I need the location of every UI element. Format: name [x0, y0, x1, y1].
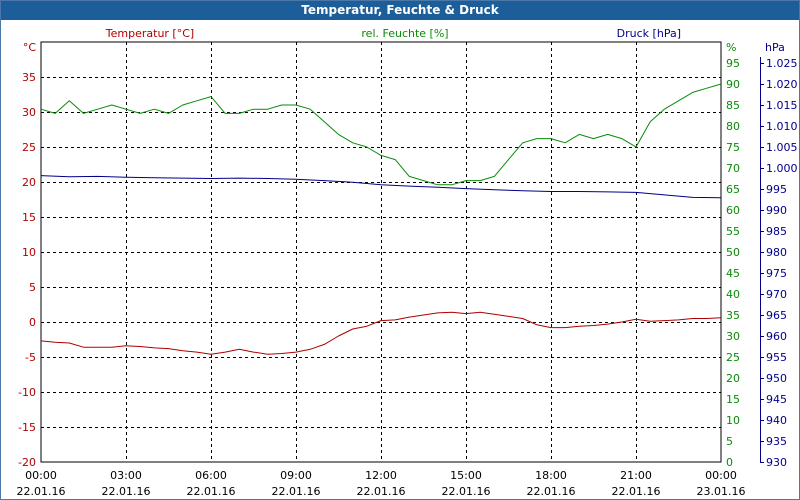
- window-title: Temperatur, Feuchte & Druck: [1, 1, 799, 20]
- humidity-tick-label: 15: [726, 393, 740, 406]
- x-date-label: 22.01.16: [272, 485, 321, 498]
- x-date-label: 22.01.16: [187, 485, 236, 498]
- humidity-unit-label: %: [726, 41, 736, 54]
- pressure-tick-label: 935: [766, 435, 787, 448]
- temperature-tick-label: 0: [29, 316, 36, 329]
- series-line-pressure: [40, 175, 722, 199]
- humidity-tick-label: 10: [726, 414, 740, 427]
- temperature-tick-label: -15: [18, 421, 36, 434]
- x-time-label: 12:00: [365, 469, 397, 482]
- temperature-unit-label: °C: [23, 41, 37, 54]
- humidity-tick-label: 80: [726, 120, 740, 133]
- temperature-tick-label: 25: [22, 141, 36, 154]
- humidity-tick-label: 5: [726, 435, 733, 448]
- humidity-tick-label: 65: [726, 183, 740, 196]
- pressure-tick-label: 995: [766, 183, 787, 196]
- x-time-label: 15:00: [450, 469, 482, 482]
- temperature-tick-label: 15: [22, 211, 36, 224]
- temperature-tick-label: -5: [25, 351, 36, 364]
- temperature-tick-label: 35: [22, 71, 36, 84]
- humidity-tick-label: 90: [726, 78, 740, 91]
- pressure-tick-label: 940: [766, 414, 787, 427]
- humidity-tick-label: 55: [726, 225, 740, 238]
- temperature-tick-label: 30: [22, 106, 36, 119]
- humidity-tick-label: 75: [726, 141, 740, 154]
- series-layer: [40, 83, 722, 355]
- humidity-tick-label: 60: [726, 204, 740, 217]
- humidity-tick-label: 25: [726, 351, 740, 364]
- x-date-label: 22.01.16: [17, 485, 66, 498]
- series-line-humidity: [40, 83, 722, 186]
- humidity-tick-label: 70: [726, 162, 740, 175]
- temperature-tick-label: 10: [22, 246, 36, 259]
- pressure-tick-label: 1.025: [766, 57, 798, 70]
- humidity-tick-label: 85: [726, 99, 740, 112]
- pressure-tick-label: 960: [766, 330, 787, 343]
- series-line-temperature: [40, 311, 722, 355]
- x-time-label: 18:00: [535, 469, 567, 482]
- pressure-tick-label: 990: [766, 204, 787, 217]
- x-time-label: 21:00: [620, 469, 652, 482]
- temperature-tick-label: 20: [22, 176, 36, 189]
- pressure-tick-label: 980: [766, 246, 787, 259]
- humidity-tick-label: 30: [726, 330, 740, 343]
- x-time-label: 00:00: [25, 469, 57, 482]
- grid-lines: [41, 42, 721, 462]
- humidity-tick-label: 35: [726, 309, 740, 322]
- humidity-tick-label: 40: [726, 288, 740, 301]
- x-time-label: 03:00: [110, 469, 142, 482]
- pressure-tick-label: 1.015: [766, 99, 798, 112]
- pressure-tick-label: 1.005: [766, 141, 798, 154]
- temperature-tick-label: -20: [18, 456, 36, 469]
- x-time-label: 06:00: [195, 469, 227, 482]
- x-date-label: 23.01.16: [697, 485, 746, 498]
- humidity-tick-label: 20: [726, 372, 740, 385]
- humidity-tick-label: 0: [726, 456, 733, 469]
- temperature-axis-title: Temperatur [°C]: [105, 27, 194, 40]
- x-date-label: 22.01.16: [357, 485, 406, 498]
- humidity-tick-label: 50: [726, 246, 740, 259]
- pressure-tick-label: 955: [766, 351, 787, 364]
- pressure-tick-label: 945: [766, 393, 787, 406]
- pressure-axis-title: Druck [hPa]: [617, 27, 681, 40]
- humidity-tick-label: 95: [726, 57, 740, 70]
- pressure-tick-label: 930: [766, 456, 787, 469]
- x-date-label: 22.01.16: [527, 485, 576, 498]
- temperature-tick-label: -10: [18, 386, 36, 399]
- pressure-tick-label: 965: [766, 309, 787, 322]
- pressure-tick-label: 1.020: [766, 78, 798, 91]
- x-time-label: 09:00: [280, 469, 312, 482]
- humidity-axis-title: rel. Feuchte [%]: [361, 27, 448, 40]
- x-date-label: 22.01.16: [102, 485, 151, 498]
- axis-labels: -20 -15 -10 -5 0 5 10 15 20 25 30 35 °C 0 5 10 15 20 25 30 3…: [17, 27, 798, 498]
- x-time-label: 00:00: [705, 469, 737, 482]
- pressure-tick-label: 985: [766, 225, 787, 238]
- pressure-unit-label: hPa: [765, 41, 785, 54]
- humidity-tick-label: 45: [726, 267, 740, 280]
- pressure-tick-label: 1.010: [766, 120, 798, 133]
- pressure-tick-label: 1.000: [766, 162, 798, 175]
- pressure-tick-label: 970: [766, 288, 787, 301]
- x-date-label: 22.01.16: [442, 485, 491, 498]
- pressure-tick-label: 950: [766, 372, 787, 385]
- pressure-tick-label: 975: [766, 267, 787, 280]
- temperature-tick-label: 5: [29, 281, 36, 294]
- x-date-label: 22.01.16: [612, 485, 661, 498]
